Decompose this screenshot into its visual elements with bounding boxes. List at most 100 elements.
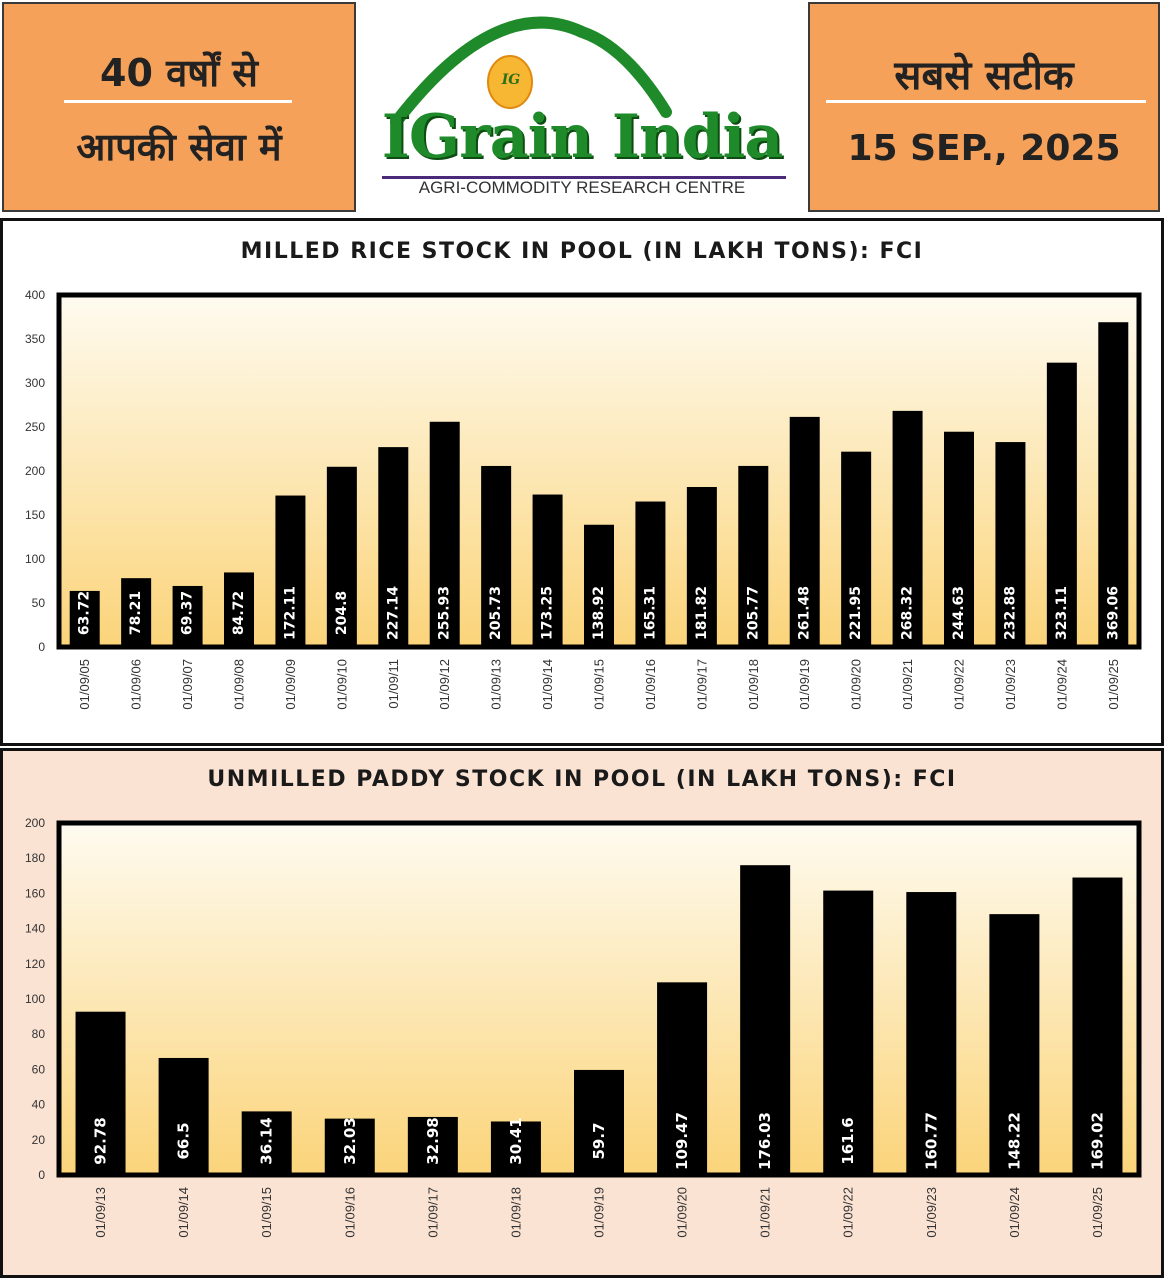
data-label: 30.41 xyxy=(507,1117,525,1164)
tagline-line2: आपकी सेवा में xyxy=(76,125,282,169)
data-label: 268.32 xyxy=(900,586,916,640)
y-tick-label: 160 xyxy=(25,886,45,900)
x-tick-label: 01/09/11 xyxy=(386,659,401,709)
bar xyxy=(158,1057,209,1175)
data-label: 261.48 xyxy=(797,586,813,640)
bar xyxy=(841,451,872,647)
y-tick-label: 140 xyxy=(25,922,45,936)
brand-name: IGrain India xyxy=(381,102,783,172)
header-divider-right xyxy=(826,100,1146,103)
y-tick-label: 0 xyxy=(38,640,45,654)
x-tick-label: 01/09/07 xyxy=(180,659,195,710)
bar xyxy=(657,982,708,1175)
x-tick-label: 01/09/20 xyxy=(849,659,864,710)
data-label: 165.31 xyxy=(642,586,658,640)
bar xyxy=(635,501,666,647)
bar xyxy=(789,416,820,647)
x-tick-label: 01/09/17 xyxy=(425,1187,440,1238)
x-tick-label: 01/09/15 xyxy=(259,1187,274,1238)
bar xyxy=(686,486,717,647)
y-tick-label: 350 xyxy=(25,332,45,346)
x-tick-label: 01/09/21 xyxy=(758,1187,773,1238)
x-tick-label: 01/09/14 xyxy=(540,659,555,710)
x-tick-label: 01/09/20 xyxy=(675,1187,690,1238)
bar xyxy=(490,1121,541,1175)
x-tick-label: 01/09/23 xyxy=(924,1187,939,1238)
x-tick-label: 01/09/16 xyxy=(643,659,658,710)
data-label: 369.06 xyxy=(1105,586,1121,640)
data-label: 138.92 xyxy=(591,586,607,640)
data-label: 176.03 xyxy=(756,1112,774,1170)
bar xyxy=(584,524,614,647)
data-label: 148.22 xyxy=(1005,1112,1023,1170)
page-header: 40 वर्षों से आपकी सेवा में IG IGrain Ind… xyxy=(0,0,1164,216)
paddy-bar-chart: 0 20 40 60 80 100 120 140 160 180 200 92.78 01/09/13… xyxy=(25,816,1142,1238)
y-tick-label: 60 xyxy=(32,1062,46,1076)
bar xyxy=(1072,877,1123,1175)
milled-rice-bar-chart: 0 50 100 150 200 250 300 350 400 63.72 01/09/05 78.… xyxy=(25,288,1142,710)
bar xyxy=(740,865,791,1175)
y-tick-label: 20 xyxy=(32,1133,46,1147)
data-label: 181.82 xyxy=(694,586,710,640)
y-tick-label: 100 xyxy=(25,552,45,566)
paddy-chart-panel: UNMILLED PADDY STOCK IN POOL (IN LAKH TO… xyxy=(0,748,1164,1278)
report-date: 15 SEP., 2025 xyxy=(847,128,1121,169)
y-tick-label: 80 xyxy=(32,1027,46,1041)
data-label: 66.5 xyxy=(175,1122,193,1159)
x-tick-label: 01/09/13 xyxy=(489,659,504,710)
x-tick-label: 01/09/15 xyxy=(592,659,607,710)
bar xyxy=(224,572,254,647)
tagline-line1: 40 वर्षों से xyxy=(100,51,258,95)
bar xyxy=(241,1111,292,1175)
bar xyxy=(69,590,100,647)
x-tick-label: 01/09/22 xyxy=(952,659,967,710)
bar xyxy=(989,914,1040,1175)
data-label: 160.77 xyxy=(922,1112,940,1170)
bar xyxy=(823,890,874,1175)
data-label: 173.25 xyxy=(540,586,556,640)
x-tick-label: 01/09/19 xyxy=(592,1187,607,1238)
x-tick-label: 01/09/22 xyxy=(841,1187,856,1238)
x-tick-label: 01/09/25 xyxy=(1090,1187,1105,1238)
header-left-panel: 40 वर्षों से आपकी सेवा में xyxy=(2,2,356,212)
logo-arch-graphic xyxy=(390,16,672,128)
x-tick-label: 01/09/16 xyxy=(342,1187,357,1238)
x-tick-label: 01/09/25 xyxy=(1106,659,1121,710)
header-divider xyxy=(64,100,292,103)
bar xyxy=(172,585,203,647)
bar xyxy=(324,1118,375,1175)
bar xyxy=(1098,322,1129,647)
data-label: 92.78 xyxy=(92,1117,110,1164)
bar xyxy=(326,466,357,647)
x-tick-label: 01/09/14 xyxy=(176,1187,191,1238)
x-tick-label: 01/09/19 xyxy=(797,659,812,710)
data-label: 169.02 xyxy=(1088,1112,1106,1170)
data-label: 221.95 xyxy=(848,586,864,640)
bar xyxy=(532,494,563,647)
data-label: 323.11 xyxy=(1054,586,1070,640)
data-label: 84.72 xyxy=(231,591,247,635)
bar xyxy=(892,410,923,647)
brand-badge: IG xyxy=(501,72,521,88)
bar xyxy=(121,578,152,647)
bar xyxy=(378,447,409,647)
data-label: 205.77 xyxy=(745,586,761,640)
y-tick-label: 120 xyxy=(25,957,45,971)
x-tick-label: 01/09/24 xyxy=(1007,1187,1022,1238)
x-tick-label: 01/09/09 xyxy=(283,659,298,710)
x-tick-label: 01/09/23 xyxy=(1003,659,1018,710)
tagline-right: सबसे सटीक xyxy=(894,53,1074,99)
y-tick-label: 300 xyxy=(25,376,45,390)
y-tick-label: 180 xyxy=(25,851,45,865)
x-tick-label: 01/09/18 xyxy=(508,1187,523,1238)
x-tick-label: 01/09/18 xyxy=(746,659,761,710)
brand-logo: IG IGrain India AGRI-COMMODITY RESEARCH … xyxy=(356,2,808,212)
x-tick-label: 01/09/17 xyxy=(694,659,709,710)
data-label: 172.11 xyxy=(282,586,298,640)
bar xyxy=(738,465,769,647)
y-tick-label: 100 xyxy=(25,992,45,1006)
x-tick-label: 01/09/08 xyxy=(232,659,247,710)
bar xyxy=(275,495,306,647)
data-label: 232.88 xyxy=(1002,586,1018,640)
data-label: 69.37 xyxy=(180,591,196,635)
